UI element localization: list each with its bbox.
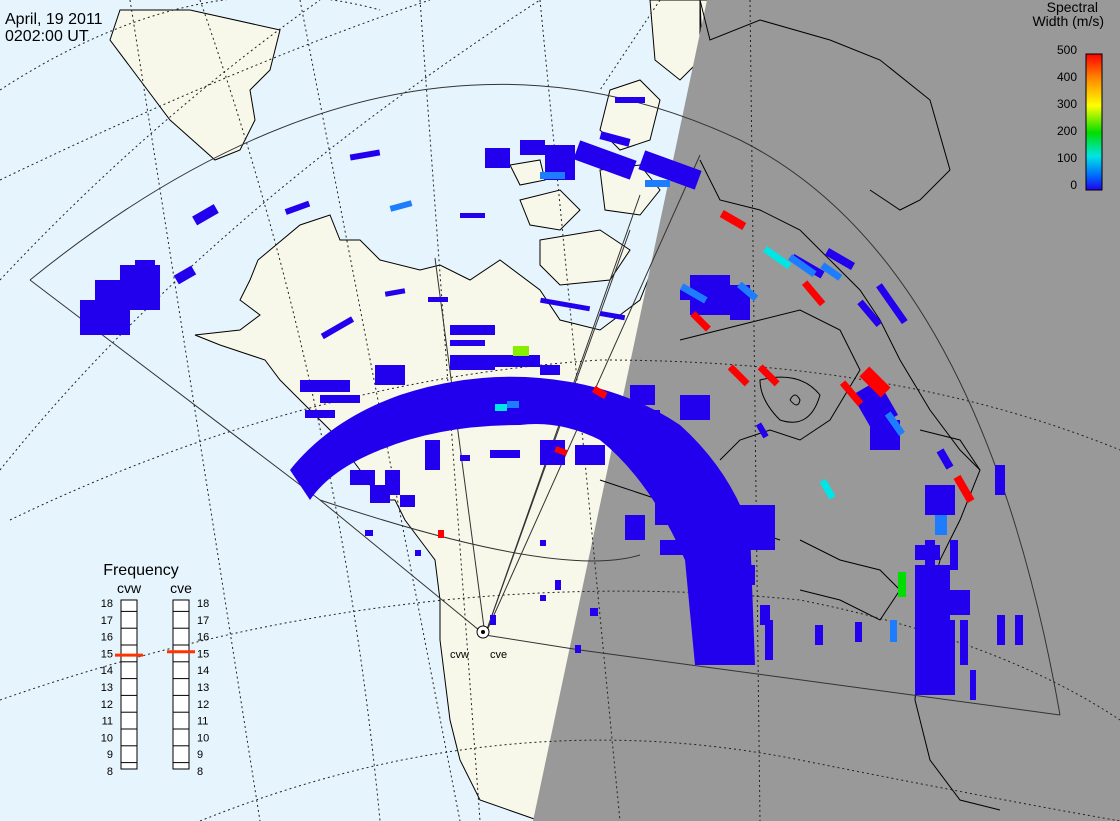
colorbar: Spectral Width (m/s) 500 400 300 200 100 0	[1032, 0, 1104, 192]
frequency-scale-label-left: 10	[101, 732, 113, 744]
colorbar-tick-label: 200	[1057, 124, 1077, 138]
frequency-scale-label-left: 12	[101, 699, 113, 711]
colorbar-tick-label: 100	[1057, 151, 1077, 165]
frequency-scale-label-right: 11	[197, 716, 208, 728]
colorbar-tick-label: 500	[1057, 43, 1077, 57]
frequency-scale-label-right: 17	[197, 615, 209, 627]
frequency-scale-label-left: 8	[107, 766, 113, 778]
radar-label-cvw: cvw	[450, 649, 469, 661]
colorbar-tick-label: 300	[1057, 97, 1077, 111]
frequency-scale-label-right: 10	[197, 732, 209, 744]
frequency-scale-label-left: 9	[107, 749, 113, 761]
frequency-scale-label-left: 16	[101, 632, 113, 644]
colorbar-gradient	[1085, 53, 1103, 191]
colorbar-tick-label: 400	[1057, 70, 1077, 84]
radar-sites: cvw cve	[450, 625, 507, 661]
frequency-right-label: cve	[170, 580, 192, 596]
cve-frequency-bar	[172, 599, 190, 770]
frequency-left-label: cvw	[117, 580, 142, 596]
colorbar-tick-label: 0	[1070, 178, 1077, 192]
frequency-scale-label-right: 15	[197, 648, 209, 660]
frequency-scale-label-right: 12	[197, 699, 209, 711]
frequency-scale-label-left: 15	[101, 648, 113, 660]
frequency-panel: Frequency cvw cve 18 18 17 17 16 16 15 15 14 14 13…	[101, 562, 210, 778]
frequency-scale-label-right: 14	[197, 665, 209, 677]
date-text: April, 19 2011	[5, 11, 103, 28]
time-text: 0202:00 UT	[5, 28, 89, 45]
frequency-title: Frequency	[103, 562, 179, 579]
frequency-scale-label-left: 11	[102, 716, 113, 728]
colorbar-title-1: Spectral	[1047, 0, 1098, 15]
radar-echoes	[80, 97, 1023, 700]
cvw-frequency-bar	[120, 599, 138, 770]
frequency-scale-label-right: 18	[197, 598, 209, 610]
frequency-scale-label-left: 17	[101, 615, 113, 627]
colorbar-title-2: Width (m/s)	[1032, 13, 1104, 29]
frequency-scale-label-right: 13	[197, 682, 209, 694]
frequency-scale-label-left: 13	[101, 682, 113, 694]
frequency-scale-label-right: 8	[197, 766, 203, 778]
frequency-scale-label-left: 14	[101, 665, 113, 677]
radar-label-cve: cve	[490, 649, 507, 661]
frequency-scale-label-right: 16	[197, 632, 209, 644]
echo-highlights	[389, 172, 975, 642]
night-terminator	[533, 0, 1120, 821]
frequency-scale-label-right: 9	[197, 749, 203, 761]
frequency-scale-label-left: 18	[101, 598, 113, 610]
